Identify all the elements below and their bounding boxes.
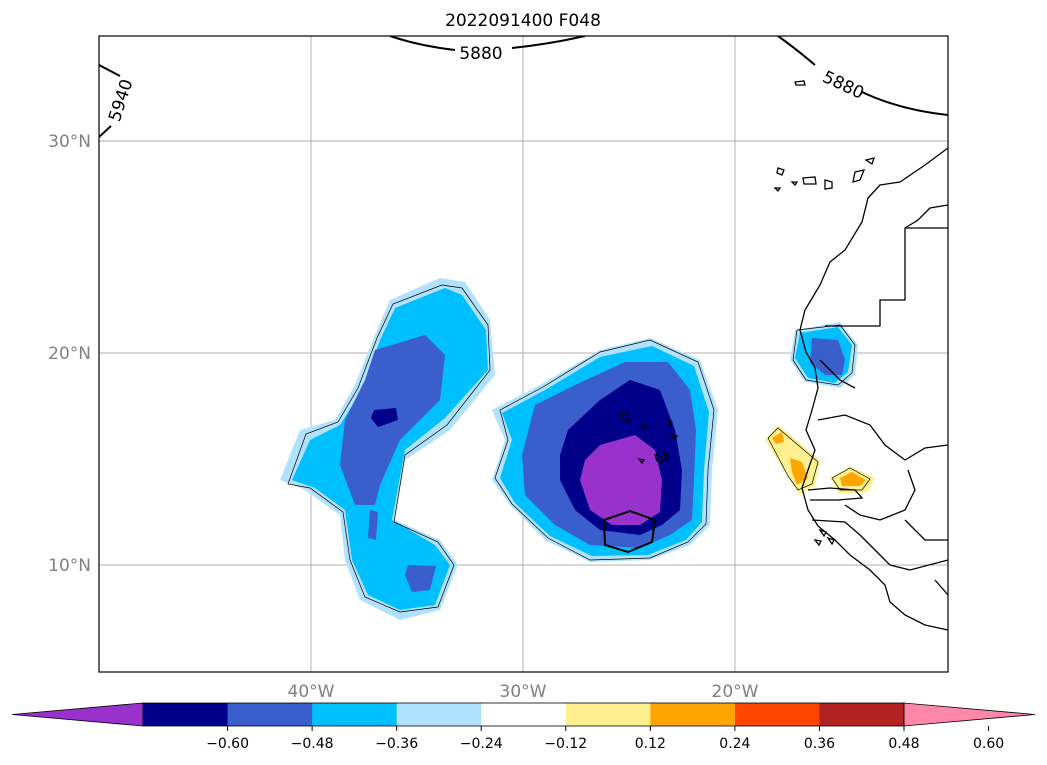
- lon-label-40w: 40°W: [288, 682, 335, 702]
- gridlines: [99, 36, 948, 672]
- anomaly-west: [280, 278, 495, 620]
- lat-label-20n: 20°N: [48, 344, 91, 364]
- map-frame: [98, 35, 949, 673]
- colorbar-swatch: [819, 703, 905, 726]
- colorbar-swatch: [734, 703, 820, 726]
- contour-label-5880-north: 5880: [459, 44, 502, 64]
- colorbar-tick-label: −0.36: [375, 736, 418, 752]
- colorbar-tick-label: 0.48: [888, 736, 919, 752]
- colorbar-outline: [142, 702, 905, 727]
- colorbar-swatch: [312, 703, 398, 726]
- colorbar-tick-label: −0.48: [291, 736, 334, 752]
- colorbar-swatch: [650, 703, 736, 726]
- colorbar-tick-label: −0.60: [206, 736, 249, 752]
- anomaly-positive: [765, 425, 875, 495]
- colorbar-tick-label: 0.60: [973, 736, 1004, 752]
- anomaly-east: [790, 322, 858, 388]
- colorbar-swatch: [565, 703, 651, 726]
- colorbar-tick-label: 0.12: [635, 736, 666, 752]
- contour-label-5940: 5940: [105, 77, 137, 124]
- colorbar-extend-right: [903, 702, 1036, 727]
- contour-label-5880-northeast: 5880: [819, 67, 867, 103]
- lon-label-30w: 30°W: [500, 682, 547, 702]
- coastline: [773, 80, 948, 631]
- lat-label-10n: 10°N: [48, 556, 91, 576]
- colorbar-extend-left: [11, 702, 144, 727]
- colorbar-tick-label: 0.36: [804, 736, 835, 752]
- colorbar: −0.60 −0.48 −0.36 −0.24 −0.12 0.12 0.24 0.36 0.4…: [11, 702, 1036, 752]
- colorbar-swatch: [143, 703, 229, 726]
- colorbar-tick-label: −0.24: [460, 736, 503, 752]
- colorbar-tick-label: 0.24: [719, 736, 750, 752]
- lat-label-30n: 30°N: [48, 132, 91, 152]
- colorbar-swatch: [481, 703, 567, 726]
- colorbar-swatch: [227, 703, 313, 726]
- map-title: 2022091400 F048: [445, 11, 601, 31]
- lon-label-20w: 20°W: [712, 682, 759, 702]
- anomaly-central: [492, 338, 718, 562]
- height-contours: [99, 36, 948, 138]
- colorbar-swatch: [396, 703, 482, 726]
- colorbar-tick-label: −0.12: [544, 736, 587, 752]
